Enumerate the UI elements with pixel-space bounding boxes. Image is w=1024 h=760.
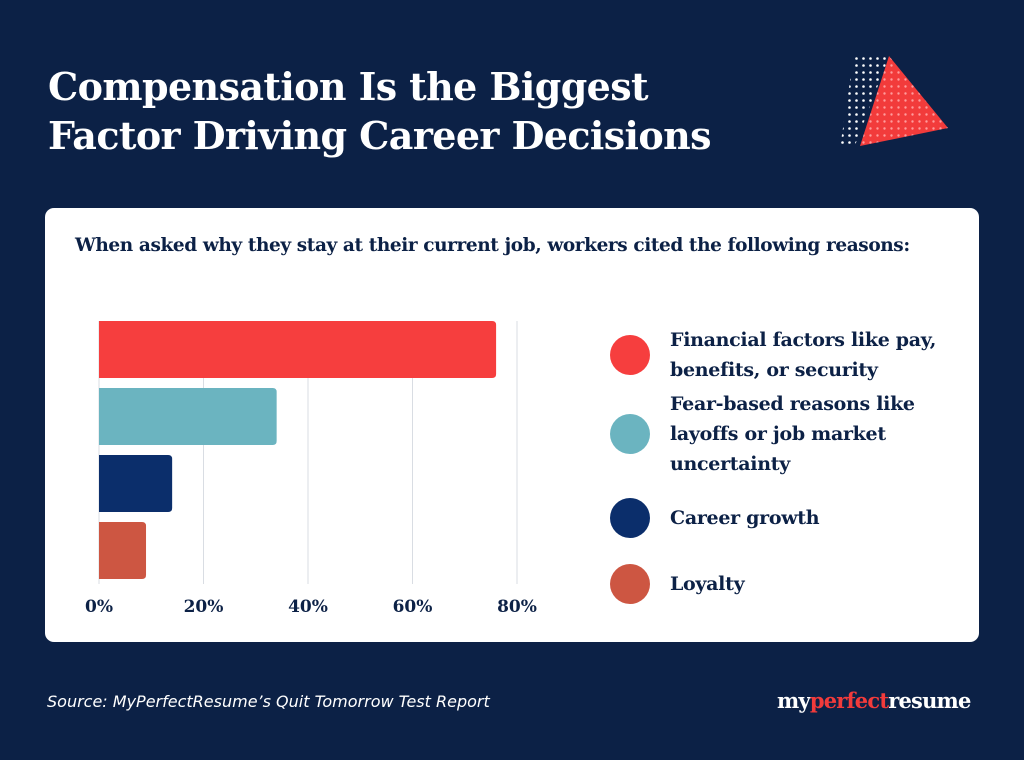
source-note: Source: MyPerfectResume’s Quit Tomorrow … (47, 692, 490, 711)
legend-item: Financial factors like pay, benefits, or… (610, 325, 970, 385)
legend-swatch (610, 498, 650, 538)
legend-swatch (610, 335, 650, 375)
legend-swatch (610, 564, 650, 604)
bar (99, 455, 173, 512)
bar (99, 388, 277, 445)
x-tick-label: 40% (288, 597, 328, 617)
legend-label: Loyalty (670, 573, 745, 595)
title-line-2: Factor Driving Career Decisions (48, 113, 712, 158)
dotted-triangle-decoration (840, 54, 948, 148)
chart-subtitle: When asked why they stay at their curren… (75, 235, 910, 256)
bar-chart: 0% 20% 40% 60% 80% (85, 321, 537, 617)
bar (99, 321, 497, 378)
brand-logo: myperfectresume (777, 688, 971, 713)
legend-swatch (610, 414, 650, 454)
title-line-1: Compensation Is the Biggest (48, 64, 649, 109)
brand-logo-part-resume: resume (888, 688, 971, 713)
legend-label: Career growth (670, 507, 820, 529)
chart-card: When asked why they stay at their curren… (45, 208, 979, 642)
bar (99, 522, 147, 579)
brand-logo-part-my: my (777, 688, 811, 713)
legend-label: Fear-based reasons like layoffs or job m… (670, 393, 915, 475)
x-tick-label: 0% (85, 597, 113, 617)
legend-label: Financial factors like pay, benefits, or… (670, 329, 937, 381)
brand-logo-part-perfect: perfect (809, 688, 889, 713)
x-tick-label: 80% (497, 597, 537, 617)
legend-item: Loyalty (610, 564, 970, 604)
legend-item: Fear-based reasons like layoffs or job m… (610, 389, 970, 479)
x-tick-label: 60% (393, 597, 433, 617)
legend-item: Career growth (610, 498, 970, 538)
x-tick-label: 20% (184, 597, 224, 617)
page-title: Compensation Is the Biggest Factor Drivi… (48, 62, 712, 160)
